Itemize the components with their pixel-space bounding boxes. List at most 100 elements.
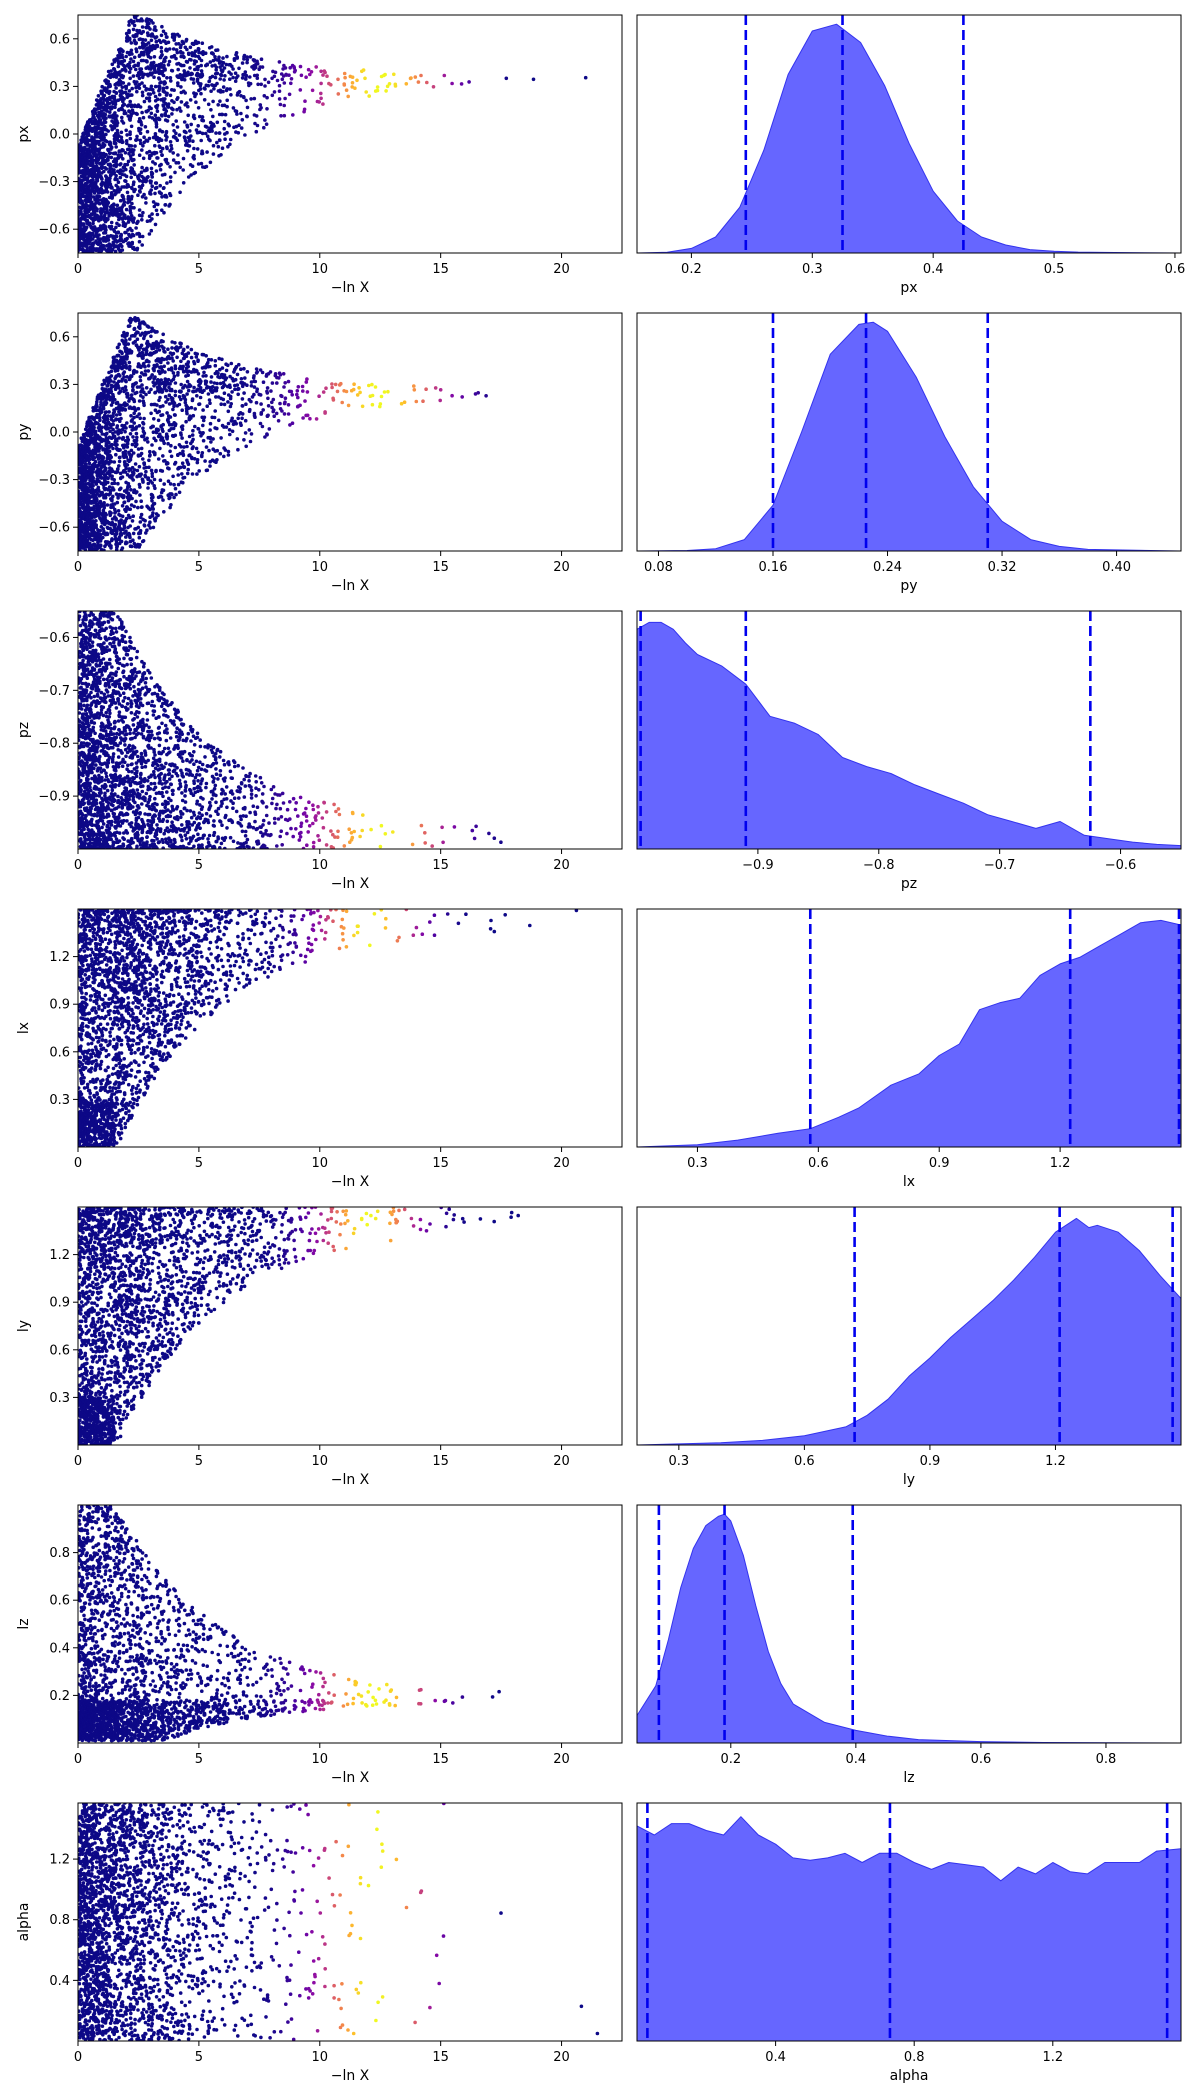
trace-point xyxy=(225,98,229,103)
trace-point xyxy=(160,114,164,118)
trace-point xyxy=(291,113,295,117)
trace-point xyxy=(223,448,228,452)
trace-point xyxy=(181,168,185,172)
trace-point xyxy=(125,421,129,425)
trace-point xyxy=(157,398,161,403)
trace-point xyxy=(252,96,257,101)
trace-point xyxy=(146,481,151,486)
trace-point xyxy=(112,94,117,99)
trace-point xyxy=(136,330,140,335)
trace-point xyxy=(113,510,118,514)
trace-point xyxy=(130,108,135,112)
trace-point xyxy=(182,63,186,68)
trace-point xyxy=(166,114,171,119)
trace-point xyxy=(109,544,113,548)
trace-point xyxy=(218,77,222,81)
trace-point xyxy=(175,50,180,55)
trace-point xyxy=(193,49,198,53)
trace-point xyxy=(364,90,369,94)
trace-point xyxy=(121,121,126,125)
trace-point xyxy=(124,338,128,343)
trace-point xyxy=(215,48,220,52)
trace-point xyxy=(185,345,190,349)
trace-point xyxy=(154,122,159,126)
trace-point xyxy=(201,408,205,412)
trace-point xyxy=(129,41,134,45)
trace-point xyxy=(139,343,144,348)
trace-px-y-tick-label: −0.3 xyxy=(38,175,70,190)
trace-point xyxy=(162,346,166,350)
trace-point xyxy=(82,435,87,440)
trace-point xyxy=(193,424,197,429)
trace-point xyxy=(166,63,171,67)
trace-point xyxy=(184,354,189,359)
trace-point xyxy=(329,83,333,87)
trace-point xyxy=(263,84,267,88)
trace-point xyxy=(245,105,250,110)
trace-point xyxy=(111,414,115,419)
trace-point xyxy=(209,89,213,93)
trace-point xyxy=(138,131,143,135)
trace-point xyxy=(283,96,287,101)
trace-point xyxy=(159,378,163,382)
trace-point xyxy=(259,57,264,61)
trace-point xyxy=(139,170,144,174)
trace-point xyxy=(123,111,128,116)
trace-point xyxy=(131,152,135,157)
trace-point xyxy=(143,372,148,377)
trace-point xyxy=(117,342,121,347)
trace-point xyxy=(166,105,171,109)
trace-point xyxy=(135,442,139,447)
trace-point xyxy=(154,151,159,155)
trace-point xyxy=(153,84,158,89)
trace-point xyxy=(191,428,195,433)
trace-point xyxy=(99,97,103,101)
trace-point xyxy=(182,475,187,480)
trace-point xyxy=(191,81,196,85)
trace-point xyxy=(215,381,219,386)
trace-point xyxy=(128,132,132,136)
trace-point xyxy=(138,190,142,194)
trace-point xyxy=(115,443,119,447)
trace-point xyxy=(233,71,238,75)
trace-point xyxy=(199,82,203,86)
trace-point xyxy=(135,80,139,84)
trace-point xyxy=(145,129,150,134)
trace-point xyxy=(207,79,212,83)
trace-point xyxy=(172,38,176,42)
trace-point xyxy=(197,469,201,473)
trace-point xyxy=(164,138,168,142)
trace-point xyxy=(139,499,143,504)
trace-point xyxy=(143,364,147,369)
trace-point xyxy=(114,225,118,230)
trace-point xyxy=(156,418,161,423)
trace-point xyxy=(147,232,152,236)
trace-point xyxy=(136,318,141,323)
trace-point xyxy=(147,149,152,154)
trace-point xyxy=(109,379,113,383)
trace-point xyxy=(201,118,206,123)
trace-point xyxy=(144,178,149,183)
trace-point xyxy=(168,175,173,179)
trace-point xyxy=(181,51,185,55)
trace-point xyxy=(163,32,168,36)
trace-point xyxy=(218,451,223,456)
trace-point xyxy=(170,346,174,350)
trace-point xyxy=(214,388,219,393)
trace-point xyxy=(97,423,102,428)
trace-point xyxy=(132,55,137,60)
trace-point xyxy=(95,415,99,420)
trace-point xyxy=(99,476,104,480)
trace-point xyxy=(176,482,181,487)
trace-point xyxy=(108,182,113,187)
trace-point xyxy=(319,69,323,74)
trace-px-y-tick-label: 0.3 xyxy=(49,80,70,95)
trace-point xyxy=(157,84,162,89)
trace-point xyxy=(181,480,185,485)
trace-point xyxy=(141,210,145,215)
trace-point xyxy=(101,527,105,531)
trace-point xyxy=(142,361,146,366)
trace-point xyxy=(99,216,104,220)
posterior-density-px xyxy=(637,23,1181,253)
trace-point xyxy=(123,470,128,474)
